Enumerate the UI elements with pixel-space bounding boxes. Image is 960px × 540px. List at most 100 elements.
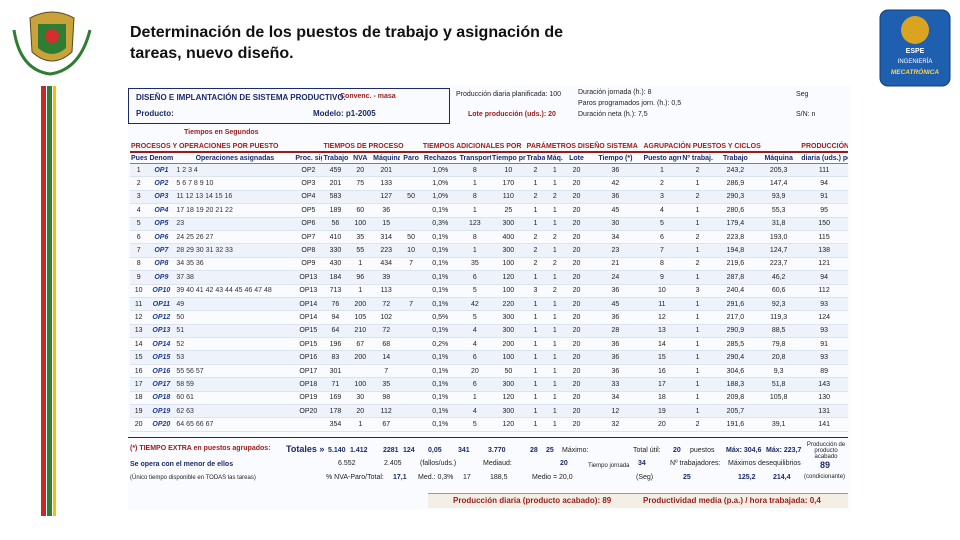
cell: 7 [642,243,682,258]
cell: 9,3 [757,364,801,379]
slide-title: Determinación de los puestos de trabajo … [130,24,563,62]
table-row: 18 OP18 60 61 OP19 169 30 98 0,1% 1 120 1 1 20 34 18 1 2… [130,391,848,406]
cell: 105 [348,310,373,325]
cell: 8 [458,230,492,245]
cell: 96 [348,270,373,285]
cell: 1 [525,297,546,312]
cell: 36 [588,310,643,325]
cell: 300 [491,404,526,419]
cell: 6 [458,270,492,285]
cell: 124 [800,310,848,325]
footer-text: Nº trabajadores: [670,460,721,467]
cell: 72 [372,297,401,312]
cell: 13 [642,324,682,339]
cell: 20 [564,217,589,231]
cell: 179,4 [713,217,758,231]
cell: 94 [800,176,848,191]
cell: 1 [681,297,714,312]
table-row: 12 OP12 50 OP14 94 105 102 0,5% 5 300 1 1 20 36 12 1 217… [130,310,848,325]
cell: 291,6 [713,297,758,312]
cell: 39,1 [757,417,801,432]
cell: 1 [545,391,565,406]
cell: 2 [525,257,546,272]
table-row: 5 OP5 23 OP6 56 100 15 0,3% 123 300 1 1 20 30 5 1 179,4 3… [130,217,848,231]
cell [400,284,422,298]
cell: 36 [588,364,643,379]
stripe [47,86,52,516]
cell: 2 [525,190,546,205]
cell: 35 [458,257,492,272]
cell: 21 [588,257,643,272]
cell: 1 [545,203,565,218]
cell: 286,9 [713,176,758,191]
cell: 1 [525,364,546,379]
cell: 430 [322,257,349,272]
cell: 18 [642,391,682,406]
cell: 459 [322,163,349,178]
cell: 143 [800,377,848,392]
cell [400,364,422,379]
group-header: TIEMPOS ADICIONALES POR [421,141,526,153]
cell: OP2 [294,163,323,178]
cell: 1 [525,350,546,365]
cell: 280,6 [713,203,758,218]
table-row: 19 OP19 62 63 OP20 178 20 112 0,1% 4 300 1 1 20 12 19 1… [130,404,848,419]
spreadsheet: DISEÑO E IMPLANTACIÓN DE SISTEMA PRODUCT… [128,85,850,510]
cell: 1 [525,270,546,285]
left-decor [12,11,92,516]
cell: 45 [588,297,643,312]
cell: OP3 [147,190,176,205]
cell: 52 [175,337,295,352]
cell: 4 [458,337,492,352]
cell: 33 [588,377,643,392]
cell: 3 [681,284,714,298]
group-header-row: PROCESOS Y OPERACIONES POR PUESTO TIEMPOS… [130,141,848,153]
logo-text: MECATRÓNICA [891,67,940,76]
cell: 92,3 [757,297,801,312]
cell: OP18 [294,377,323,392]
cell: 115 [800,230,848,245]
cell: 1 [525,310,546,325]
cell: 17 [642,377,682,392]
cell: 1 [545,163,565,178]
footer-value: 17,1 [393,474,407,481]
column-header: diaria (uds.) por puesto [800,152,848,164]
cell: 200 [491,337,526,352]
cell: 20 [564,284,589,298]
cell: 28 [588,324,643,339]
cell: OP2 [147,176,176,191]
cell: 150 [800,217,848,231]
field: S/N: n [796,111,816,118]
column-header: Operaciones asignadas [175,152,295,164]
cell: 20,8 [757,350,801,365]
cell: 1 [545,324,565,339]
logo-text: INGENIERÍA [898,58,933,65]
cell: 20 [564,417,589,432]
cell: 45 [588,203,643,218]
cell: 0,5% [421,310,459,325]
cell: 1 [681,176,714,191]
footer-value: 0,05 [428,447,442,454]
cell: 200 [348,297,373,312]
cell: 35 [348,230,373,245]
cell: 60,6 [757,284,801,298]
cell: 123 [458,217,492,231]
cell: 170 [491,176,526,191]
cell: 7 [130,243,148,258]
cell: 100 [491,284,526,298]
cell: 112 [800,284,848,298]
cell: 20 [458,364,492,379]
footer-text: Máximos desequilibrios [728,460,801,467]
cell: 188,3 [713,377,758,392]
cell: 1 [545,417,565,432]
cell: OP1 [147,163,176,178]
cell: 50 [400,190,422,205]
footer-value: 20 [673,447,681,454]
cell: 76 [322,297,349,312]
cell: OP18 [147,391,176,406]
cell: 105,8 [757,391,801,406]
cell: 1 [458,203,492,218]
cell: 12 [642,310,682,325]
cell: 28 29 30 31 32 33 [175,243,295,258]
cell: 15 [130,350,148,365]
